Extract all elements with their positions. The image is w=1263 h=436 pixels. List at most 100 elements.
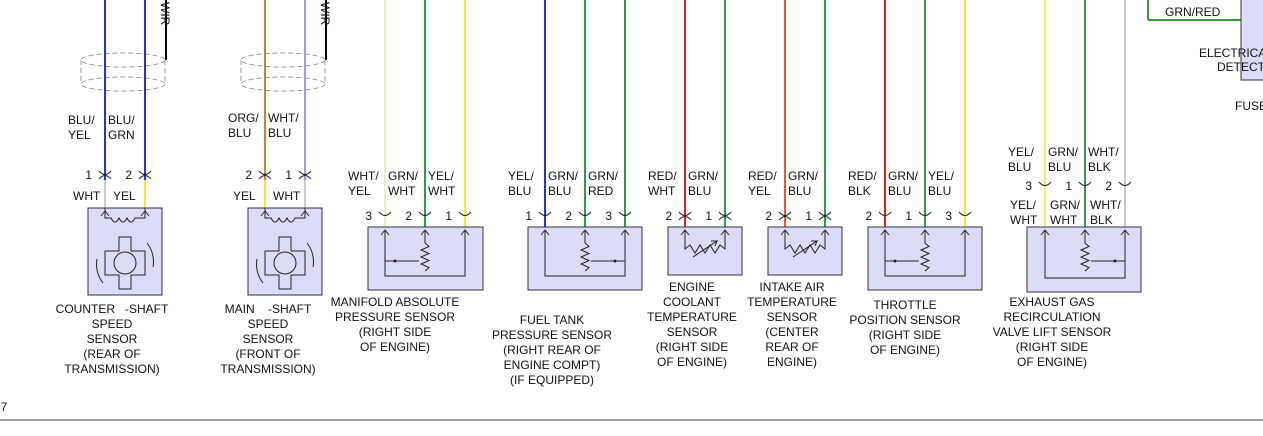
connector (298, 170, 312, 175)
coil (264, 208, 306, 223)
circuit (384, 231, 466, 277)
connector (98, 170, 112, 175)
wire-label: ORG/ (228, 111, 259, 125)
connector (778, 211, 792, 216)
sensor-name: MANIFOLD ABSOLUTE (331, 295, 460, 309)
rotation-arrow (146, 242, 154, 268)
sensor-name: (IF EQUIPPED) (510, 373, 594, 387)
pin-number: 2 (665, 209, 672, 223)
sensor-name: ENGINE (669, 280, 715, 294)
pin-arrow (1080, 229, 1090, 236)
wire-label: BLU (268, 126, 291, 140)
connector (98, 175, 112, 180)
module-label: FUSE (1235, 99, 1263, 113)
pin-arrow (420, 229, 430, 236)
sensor-name: SENSOR (243, 332, 294, 346)
pin-number: 1 (805, 209, 812, 223)
pin-number: 1 (705, 209, 712, 223)
wire-label: BLU (788, 184, 811, 198)
sensor-name: PRESSURE SENSOR (492, 328, 612, 342)
wire-label: GRN/ (688, 169, 719, 183)
rotation-arrow (256, 258, 264, 284)
pin-number: 2 (245, 168, 252, 182)
thermistor (684, 231, 726, 254)
resistor (579, 231, 591, 272)
wire-label: GRN/ (588, 169, 619, 183)
circuit (1044, 231, 1126, 279)
wire-label: WHT (73, 189, 101, 203)
wire-label: YEL/ (428, 169, 455, 183)
connector (298, 175, 312, 180)
pin-number: 3 (1025, 179, 1032, 193)
sensor-name: SENSOR (767, 310, 818, 324)
sensor-name: OF ENGINE) (1017, 355, 1087, 369)
pin-arrow (380, 229, 390, 236)
connector (918, 211, 932, 216)
connector (678, 211, 692, 216)
wire-label: YEL (348, 184, 371, 198)
connector (258, 170, 272, 175)
wire-label: WHT (273, 189, 301, 203)
pin-number: 3 (945, 209, 952, 223)
sensor-name: OF ENGINE) (657, 355, 727, 369)
connector (578, 211, 592, 216)
wire-label: WHT (1010, 213, 1038, 227)
resistor (919, 231, 931, 272)
pin-number: 1 (285, 168, 292, 182)
wire-label: RED/ (648, 169, 677, 183)
arrow (692, 240, 719, 258)
sensor-name: ENGINE) (767, 355, 817, 369)
thermistor (784, 231, 826, 254)
node (613, 259, 617, 263)
sensor-name: (RIGHT SIDE (1016, 340, 1088, 354)
connector (138, 170, 152, 175)
wire-label: YEL/ (1010, 198, 1037, 212)
sensor-name: OF ENGINE) (870, 343, 940, 357)
wire-label: GRN/ (788, 169, 819, 183)
wire-label: BLU (688, 184, 711, 198)
sensor-name: OF ENGINE) (360, 340, 430, 354)
wire-label: BLU (1048, 160, 1071, 174)
wire-label: YEL (68, 128, 91, 142)
wire-label: GRN/RED (1165, 5, 1221, 19)
wire-label: GRN/ (1048, 145, 1079, 159)
connector (258, 175, 272, 180)
wire-label: YEL/ (928, 169, 955, 183)
sensor-name: RECIRCULATION (1003, 310, 1100, 324)
module-label: ELECTRICA (1199, 46, 1263, 60)
node (1113, 259, 1117, 263)
pin-number: 2 (405, 209, 412, 223)
pin-number: 2 (125, 168, 132, 182)
resistor (419, 231, 431, 272)
wire-label: BLU (928, 184, 951, 198)
connector (378, 211, 392, 216)
connector (878, 211, 892, 216)
pin-arrow (100, 210, 110, 217)
connector (958, 211, 972, 216)
sensor-name: TEMPERATURE (747, 295, 837, 309)
wire-label: BLU (1008, 160, 1031, 174)
wire-label: WIR (318, 2, 332, 26)
pin-arrow (880, 229, 890, 236)
sensor-name: SPEED (248, 317, 289, 331)
rotor-hub (273, 251, 297, 275)
wire-label: RED/ (848, 169, 877, 183)
wire-label: WIR (158, 2, 172, 26)
sensor-name: POSITION SENSOR (849, 313, 961, 327)
wire-label: WHT (648, 184, 676, 198)
pin-arrow (680, 229, 690, 236)
resistor (1079, 231, 1091, 272)
pin-number: 2 (565, 209, 572, 223)
wire-label: GRN/ (1050, 198, 1081, 212)
pin-arrow (960, 229, 970, 236)
pin-number: 1 (445, 209, 452, 223)
wire-label: YEL (233, 189, 256, 203)
wire-label: WHT/ (268, 111, 299, 125)
pin-arrow (300, 210, 310, 217)
sensor-name: ENGINE COMPT) (504, 358, 601, 372)
wire-label: BLK (1090, 213, 1113, 227)
sensor-name: INTAKE AIR (759, 280, 824, 294)
connector (618, 211, 632, 216)
pin-arrow (460, 229, 470, 236)
